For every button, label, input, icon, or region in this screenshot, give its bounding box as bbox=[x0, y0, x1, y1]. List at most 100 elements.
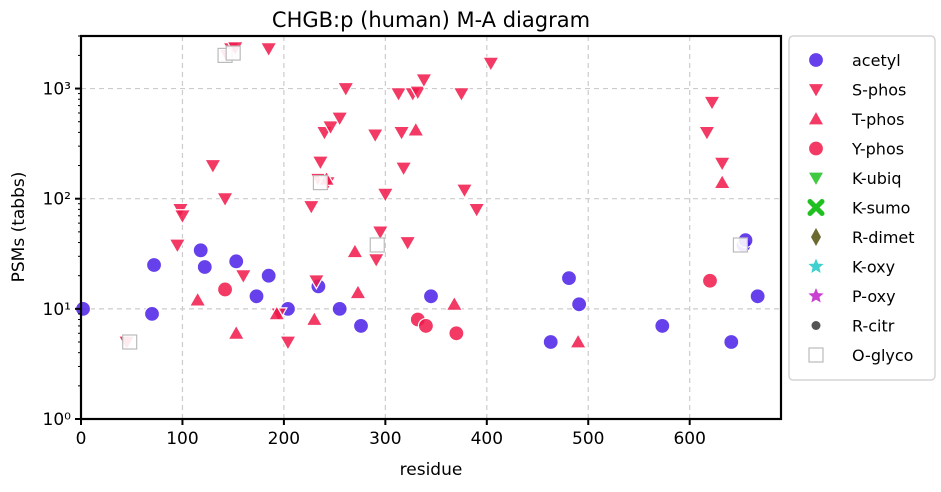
legend-marker-r-dimet bbox=[811, 228, 821, 246]
point-s-phos bbox=[259, 42, 278, 58]
point-s-phos bbox=[278, 335, 297, 352]
point-acetyl bbox=[352, 317, 370, 335]
points-layer bbox=[74, 41, 766, 352]
legend-label-r-dimet: R-dimet bbox=[852, 228, 915, 247]
point-s-phos bbox=[367, 252, 386, 269]
point-s-phos bbox=[455, 183, 474, 200]
point-s-phos bbox=[336, 81, 355, 98]
point-s-phos bbox=[203, 158, 222, 175]
point-s-phos bbox=[452, 86, 471, 103]
grid-layer bbox=[80, 36, 781, 420]
point-o-glyco bbox=[732, 237, 749, 253]
y-tick-label: 10¹ bbox=[43, 300, 71, 320]
legend-marker-acetyl bbox=[807, 51, 825, 69]
point-o-glyco bbox=[312, 175, 329, 191]
point-s-phos bbox=[216, 192, 235, 208]
x-tick-label: 300 bbox=[369, 429, 401, 449]
plot-frame bbox=[79, 34, 783, 421]
legend-marker-y-phos bbox=[807, 140, 825, 157]
point-acetyl bbox=[749, 288, 766, 305]
x-tick-label: 600 bbox=[673, 429, 705, 449]
point-y-phos bbox=[417, 317, 435, 335]
legend-marker-o-glyco bbox=[808, 347, 824, 363]
point-t-phos bbox=[305, 310, 324, 327]
point-t-phos bbox=[267, 304, 286, 321]
legend-label-k-ubiq: K-ubiq bbox=[852, 169, 901, 188]
point-t-phos bbox=[227, 324, 246, 340]
x-tick-label: 400 bbox=[471, 429, 503, 449]
point-s-phos bbox=[398, 235, 417, 252]
legend-label-t-phos: T-phos bbox=[851, 110, 905, 129]
point-t-phos bbox=[345, 242, 364, 259]
legend-marker-k-ubiq bbox=[806, 171, 826, 188]
point-acetyl bbox=[196, 258, 213, 276]
point-s-phos bbox=[481, 56, 500, 73]
point-o-glyco bbox=[369, 237, 385, 253]
x-tick-label: 500 bbox=[572, 429, 604, 449]
legend-marker-r-citr bbox=[811, 321, 821, 330]
legend-label-o-glyco: O-glyco bbox=[852, 346, 913, 365]
legend-label-r-citr: R-citr bbox=[852, 317, 895, 336]
point-acetyl bbox=[723, 333, 740, 351]
point-acetyl bbox=[260, 267, 277, 284]
x-tick-label: 100 bbox=[166, 429, 198, 449]
point-t-phos bbox=[188, 290, 207, 307]
point-s-phos bbox=[408, 85, 427, 102]
point-s-phos bbox=[371, 225, 390, 242]
point-s-phos bbox=[321, 120, 340, 136]
ticks-layer: 0 100 200 300 400 500 600 10⁰ 10¹ 10² 10³ bbox=[43, 35, 706, 449]
point-s-phos bbox=[392, 125, 411, 142]
point-s-phos bbox=[330, 111, 349, 128]
legend-label-y-phos: Y-phos bbox=[851, 140, 904, 159]
point-acetyl bbox=[654, 317, 671, 335]
y-tick-label: 10³ bbox=[43, 80, 71, 100]
point-s-phos bbox=[173, 209, 192, 225]
point-o-glyco bbox=[225, 45, 241, 61]
legend-marker-p-oxy bbox=[808, 288, 824, 303]
point-s-phos bbox=[376, 187, 395, 204]
point-s-phos bbox=[307, 274, 326, 290]
x-tick-label: 200 bbox=[268, 429, 300, 449]
legend-label-p-oxy: P-oxy bbox=[852, 287, 896, 306]
point-y-phos bbox=[216, 281, 234, 298]
point-acetyl bbox=[248, 288, 265, 305]
y-axis-label: PSMs (tabbs) bbox=[9, 172, 29, 283]
legend-marker-k-oxy bbox=[808, 258, 824, 273]
legend-marker-t-phos bbox=[806, 109, 826, 126]
point-s-phos bbox=[302, 199, 321, 216]
point-s-phos bbox=[702, 95, 722, 112]
point-acetyl bbox=[228, 253, 245, 270]
y-tick-label: 10² bbox=[43, 190, 71, 210]
point-acetyl bbox=[143, 305, 161, 322]
point-y-phos bbox=[701, 272, 719, 289]
legend-marker-k-sumo bbox=[807, 199, 825, 216]
y-tick-label: 10⁰ bbox=[43, 410, 72, 430]
point-acetyl bbox=[542, 333, 559, 351]
legend-marker-s-phos bbox=[806, 82, 826, 99]
x-axis-label: residue bbox=[400, 460, 463, 480]
point-acetyl bbox=[571, 296, 588, 313]
point-acetyl bbox=[145, 256, 163, 274]
point-s-phos bbox=[713, 156, 732, 173]
x-tick-label: 0 bbox=[76, 429, 87, 449]
point-acetyl bbox=[331, 300, 348, 317]
point-s-phos bbox=[467, 202, 486, 219]
point-s-phos bbox=[366, 128, 385, 145]
point-acetyl bbox=[560, 270, 578, 287]
legend-label-k-sumo: K-sumo bbox=[852, 199, 910, 218]
legend-box bbox=[788, 35, 936, 381]
point-y-phos bbox=[448, 325, 465, 342]
point-t-phos bbox=[445, 295, 464, 311]
legend: acetyl S-phos T-phos Y-phos K-ubiq K-sumo R-di… bbox=[788, 35, 936, 381]
point-s-phos bbox=[389, 86, 408, 103]
chart-title: CHGB:p (human) M-A diagram bbox=[272, 8, 590, 32]
point-s-phos bbox=[414, 73, 433, 90]
legend-label-acetyl: acetyl bbox=[852, 51, 901, 70]
legend-label-s-phos: S-phos bbox=[852, 81, 906, 100]
point-t-phos bbox=[406, 120, 425, 137]
point-t-phos bbox=[569, 332, 588, 349]
point-acetyl bbox=[422, 288, 440, 305]
point-t-phos bbox=[348, 283, 367, 300]
point-s-phos bbox=[394, 161, 413, 178]
